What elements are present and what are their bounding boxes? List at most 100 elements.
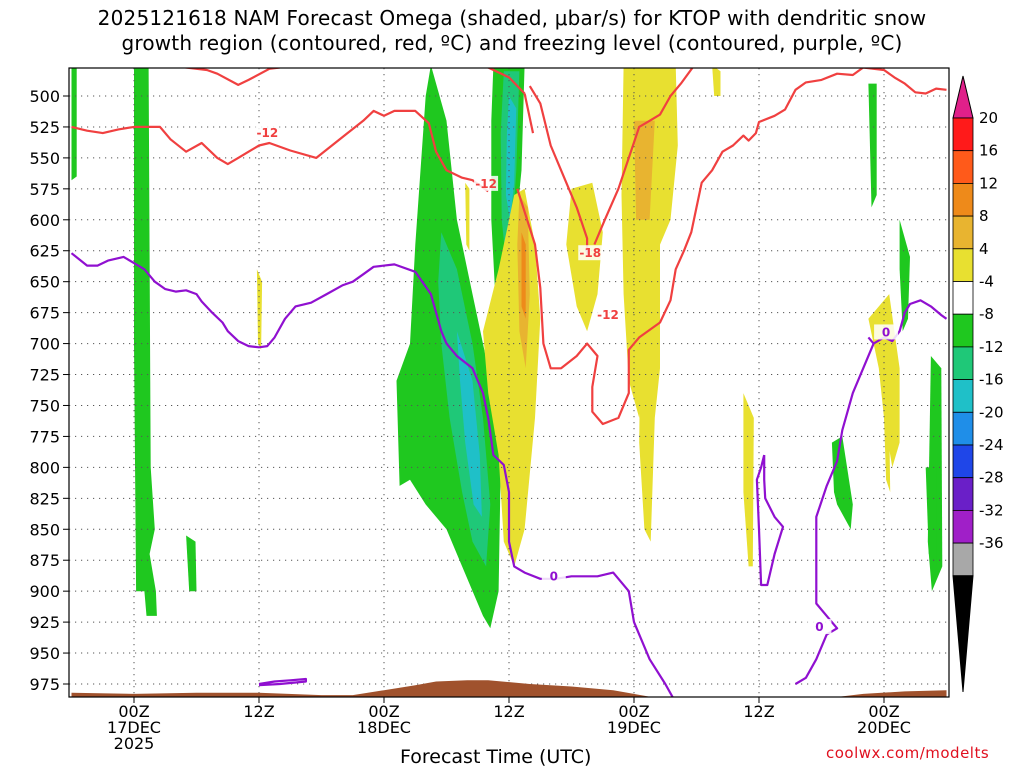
x-axis-label: Forecast Time (UTC) <box>400 746 592 768</box>
y-tick-label: 800 <box>29 458 60 477</box>
y-tick-label: 625 <box>29 242 60 261</box>
x-tick-label: 00Z <box>868 702 899 721</box>
contour-freezing-level <box>867 336 875 345</box>
omega-region <box>868 83 877 208</box>
x-tick-label: 00Z <box>118 702 149 721</box>
contour-dgz-minus12 <box>485 68 526 95</box>
contour-label-bg <box>578 245 603 261</box>
x-tick-label: 12Z <box>743 702 774 721</box>
omega-region <box>134 68 157 616</box>
omega-region <box>899 219 910 332</box>
contour-label-bg <box>541 568 566 584</box>
contour-freezing-level <box>755 454 785 587</box>
colorbar-label: -36 <box>979 534 1004 552</box>
colorbar-label: -4 <box>979 273 994 291</box>
omega-region <box>456 331 482 517</box>
y-tick-label: 575 <box>29 180 60 199</box>
contour-lines: -12 -12 -12 -18 0 0 0 <box>70 68 948 697</box>
contour-label: 0 <box>550 569 558 583</box>
chart-title: 2025121618 NAM Forecast Omega (shaded, μ… <box>0 6 1024 56</box>
contour-label-bg <box>255 125 280 141</box>
colorbar-label: -20 <box>979 403 1004 421</box>
y-tick-label: 700 <box>29 335 60 354</box>
contour-dgz-minus18 <box>528 85 589 255</box>
omega-region <box>465 182 470 251</box>
colorbar-label: 8 <box>979 207 989 225</box>
x-tick-label: 00Z <box>368 702 399 721</box>
y-tick-label: 650 <box>29 273 60 292</box>
contour-dgz-minus12 <box>180 68 280 86</box>
colorbar-swatch <box>952 117 974 152</box>
contour-label-bg <box>474 175 499 191</box>
x-tick-label: 19DEC <box>607 718 661 737</box>
colorbar-swatch <box>952 542 974 577</box>
colorbar-swatch <box>952 150 974 184</box>
contour-dgz-minus12 <box>71 109 489 193</box>
omega-region <box>634 232 660 542</box>
contour-freezing-level <box>258 677 307 687</box>
contour-dgz-minus18 <box>593 68 694 245</box>
title-line-1: 2025121618 NAM Forecast Omega (shaded, μ… <box>97 6 927 30</box>
colorbar-label: -28 <box>979 469 1004 487</box>
y-tick-label: 850 <box>29 520 60 539</box>
contour-label-bg <box>874 324 899 340</box>
x-tick-label: 12Z <box>243 702 274 721</box>
omega-region <box>634 120 655 220</box>
x-tick-label: 00Z <box>618 702 649 721</box>
colorbar-label: 12 <box>979 174 998 192</box>
y-tick-label: 975 <box>29 675 60 694</box>
y-tick-label: 525 <box>29 118 60 137</box>
y-tick-label: 875 <box>29 551 60 570</box>
colorbar-label: -16 <box>979 371 1004 389</box>
x-tick-label: 17DEC <box>107 718 161 737</box>
contour-label: -12 <box>597 308 619 322</box>
ground-terrain <box>71 680 947 697</box>
contour-label-bg <box>595 307 620 323</box>
colorbar-swatch <box>952 379 974 413</box>
omega-region <box>743 393 754 567</box>
contour-label: 0 <box>882 325 890 339</box>
colorbar-label: 4 <box>979 240 989 258</box>
colorbar-label: 20 <box>979 109 998 127</box>
x-tick-label: 18DEC <box>357 718 411 737</box>
omega-region <box>712 68 721 96</box>
colorbar-swatch <box>952 313 974 348</box>
colorbar-swatch <box>952 444 974 479</box>
colorbar-swatch <box>952 477 974 511</box>
colorbar: 20 16 12 8 4 -4 -8 -12 -16 -20 -24 -28 -32 -36 <box>952 75 1004 693</box>
colorbar-label: 16 <box>979 142 998 160</box>
y-tick-label: 925 <box>29 613 60 632</box>
contour-label: -12 <box>256 126 278 140</box>
omega-region <box>186 535 197 592</box>
y-tick-label: 500 <box>29 87 60 106</box>
y-tick-label: 825 <box>29 489 60 508</box>
colorbar-swatch <box>952 215 974 250</box>
x-tick-label: 20DEC <box>857 718 911 737</box>
credit-text: coolwx.com/modelts <box>826 744 990 762</box>
omega-region <box>256 269 263 350</box>
omega-region <box>71 68 77 181</box>
y-tick-label: 675 <box>29 304 60 323</box>
colorbar-bottom-arrow <box>952 575 974 693</box>
colorbar-swatch <box>952 281 974 315</box>
ground-surface <box>71 680 947 697</box>
contour-label: 0 <box>815 620 823 634</box>
colorbar-top-arrow <box>952 75 974 119</box>
y-axis: 500 525 550 575 600 625 650 675 700 725 750 775 800 8… <box>29 87 69 694</box>
omega-region <box>925 467 937 567</box>
omega-region <box>521 232 526 319</box>
y-tick-label: 550 <box>29 149 60 168</box>
y-tick-label: 775 <box>29 427 60 446</box>
y-tick-label: 950 <box>29 644 60 663</box>
x-tick-label: 12Z <box>493 702 524 721</box>
title-line-2: growth region (contoured, red, ºC) and f… <box>121 31 903 55</box>
colorbar-swatch <box>952 411 974 446</box>
contour-label-bg <box>807 619 832 635</box>
x-tick-label: 2025 <box>114 734 155 753</box>
colorbar-swatch <box>952 509 974 544</box>
colorbar-swatch <box>952 346 974 380</box>
colorbar-label: -32 <box>979 501 1004 519</box>
contour-freezing-level <box>794 299 948 685</box>
